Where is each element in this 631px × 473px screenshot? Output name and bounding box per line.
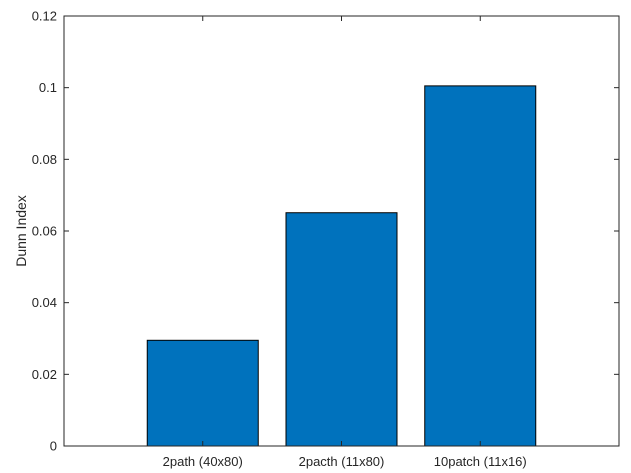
bar-2 — [285, 212, 398, 447]
x-tick-label: 2pacth (11x80) — [299, 454, 385, 469]
y-tick-label: 0.08 — [32, 152, 57, 167]
x-tick-label: 2path (40x80) — [163, 454, 243, 469]
y-ticks-group: 0 0.02 0.04 0.06 0.08 0.1 0.12 — [32, 9, 619, 454]
x-ticks-group: 2path (40x80) 2pacth (11x80) 10patch (11x1… — [163, 16, 527, 469]
x-tick-label: 10patch (11x16) — [434, 454, 527, 469]
y-tick-label: 0.06 — [32, 224, 57, 239]
y-axis-label: Dunn Index — [13, 195, 29, 267]
y-tick-label: 0.1 — [39, 80, 57, 95]
plot-frame — [63, 15, 620, 447]
y-tick-label: 0.04 — [32, 295, 57, 310]
y-tick-label: 0 — [50, 439, 57, 454]
bars-group — [146, 85, 537, 447]
bar-3 — [424, 85, 537, 447]
y-tick-label: 0.02 — [32, 367, 57, 382]
y-tick-label: 0.12 — [32, 9, 57, 24]
bar-1 — [146, 339, 259, 447]
